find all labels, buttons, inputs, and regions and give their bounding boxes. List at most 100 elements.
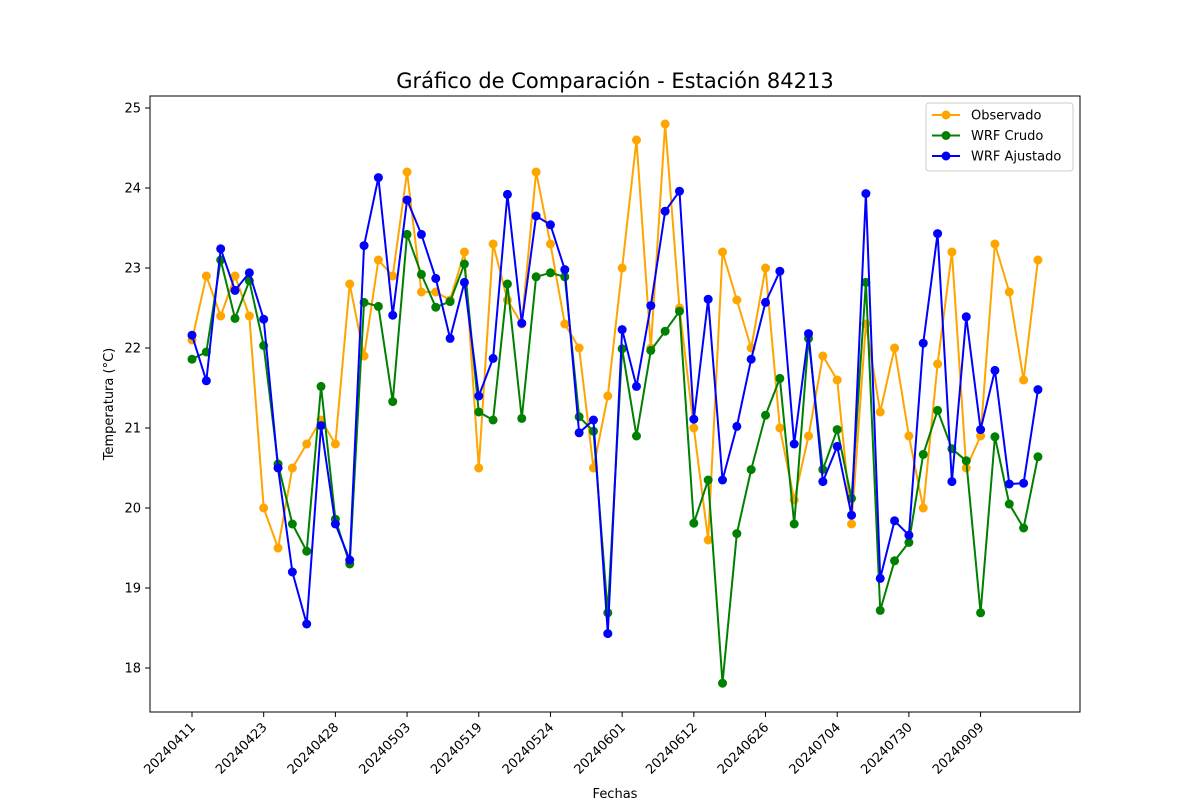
data-point-wrf-ajustado: [1033, 385, 1043, 395]
x-axis-label: Fechas: [593, 787, 638, 800]
data-point-wrf-ajustado: [431, 273, 441, 283]
data-point-wrf-ajustado: [775, 266, 785, 276]
legend-item: Observado: [932, 109, 1042, 124]
data-point-wrf-crudo: [789, 519, 799, 529]
data-point-wrf-ajustado: [373, 173, 383, 183]
data-point-wrf-ajustado: [445, 333, 455, 343]
data-point-wrf-ajustado: [832, 441, 842, 451]
x-axis: 20240411 20240423 20240428 20240503 20240519…: [141, 712, 987, 778]
data-point-wrf-ajustado: [703, 294, 713, 304]
data-point-wrf-crudo: [631, 431, 641, 441]
data-point-observado: [875, 407, 885, 417]
data-point-wrf-crudo: [718, 678, 728, 688]
data-point-observado: [388, 271, 398, 281]
data-point-wrf-crudo: [990, 432, 1000, 442]
data-point-wrf-ajustado: [345, 555, 355, 565]
data-point-wrf-ajustado: [259, 314, 269, 324]
data-point-wrf-crudo: [316, 381, 326, 391]
x-tick-label: 20240524: [500, 720, 557, 777]
y-axis: 18 19 20 21 22 23 24 25: [124, 102, 150, 677]
data-point-wrf-crudo: [474, 407, 484, 417]
y-tick-label: 23: [124, 262, 141, 277]
data-point-wrf-ajustado: [187, 330, 197, 340]
data-point-wrf-crudo: [961, 456, 971, 466]
data-point-wrf-ajustado: [459, 277, 469, 287]
data-point-observado: [574, 343, 584, 353]
data-point-wrf-ajustado: [631, 381, 641, 391]
data-point-observado: [660, 119, 670, 129]
data-point-wrf-ajustado: [603, 629, 613, 639]
data-point-wrf-crudo: [445, 297, 455, 307]
data-point-wrf-ajustado: [904, 530, 914, 540]
data-point-wrf-crudo: [517, 413, 527, 423]
legend: Observado WRF Crudo WRF Ajustado: [925, 102, 1074, 172]
data-point-observado: [918, 503, 928, 513]
data-point-wrf-ajustado: [230, 285, 240, 295]
data-point-observado: [273, 543, 283, 553]
data-point-wrf-crudo: [761, 410, 771, 420]
series-wrf-ajustado: [187, 173, 1043, 639]
data-point-observado: [761, 263, 771, 273]
legend-label: Observado: [971, 109, 1042, 124]
x-tick-label: 20240612: [643, 720, 700, 777]
data-point-wrf-ajustado: [488, 353, 498, 363]
data-point-wrf-ajustado: [875, 573, 885, 583]
data-point-wrf-crudo: [746, 465, 756, 475]
data-point-wrf-ajustado: [316, 421, 326, 431]
data-point-wrf-crudo: [1033, 452, 1043, 462]
data-point-wrf-crudo: [904, 537, 914, 547]
x-tick-label: 20240704: [787, 720, 844, 777]
data-point-wrf-ajustado: [302, 619, 312, 629]
data-point-observado: [259, 503, 269, 513]
y-tick-label: 22: [124, 342, 141, 357]
data-point-wrf-ajustado: [990, 365, 1000, 375]
data-point-wrf-ajustado: [976, 425, 986, 435]
data-point-wrf-crudo: [674, 306, 684, 316]
y-tick-label: 21: [124, 422, 141, 437]
data-point-wrf-ajustado: [646, 301, 656, 311]
data-point-wrf-ajustado: [818, 477, 828, 487]
data-point-observado: [373, 255, 383, 265]
data-point-wrf-crudo: [373, 301, 383, 311]
data-point-wrf-ajustado: [804, 329, 814, 339]
data-point-observado: [832, 375, 842, 385]
data-point-observado: [488, 239, 498, 249]
data-point-wrf-ajustado: [761, 297, 771, 307]
data-point-wrf-ajustado: [388, 310, 398, 320]
data-point-wrf-crudo: [502, 279, 512, 289]
data-point-observado: [474, 463, 484, 473]
y-tick-label: 25: [124, 102, 141, 117]
legend-item: WRF Ajustado: [932, 150, 1061, 165]
x-tick-label: 20240730: [858, 720, 915, 777]
data-point-observado: [545, 239, 555, 249]
data-point-wrf-ajustado: [402, 195, 412, 205]
data-point-wrf-ajustado: [574, 428, 584, 438]
data-point-observado: [847, 519, 857, 529]
data-point-wrf-ajustado: [359, 241, 369, 251]
legend-label: WRF Ajustado: [971, 150, 1061, 165]
data-point-wrf-crudo: [574, 412, 584, 422]
legend-box: [925, 102, 1074, 172]
data-point-observado: [732, 295, 742, 305]
data-point-wrf-ajustado: [244, 268, 254, 278]
data-point-wrf-crudo: [545, 268, 555, 278]
x-tick-label: 20240411: [141, 720, 198, 777]
data-point-observado: [1019, 375, 1029, 385]
series-layer: [187, 119, 1043, 688]
data-point-wrf-ajustado: [287, 567, 297, 577]
y-tick-label: 18: [124, 662, 141, 677]
data-point-wrf-ajustado: [746, 354, 756, 364]
data-point-wrf-ajustado: [474, 391, 484, 401]
data-point-observado: [244, 311, 254, 321]
data-point-observado: [818, 351, 828, 361]
data-point-observado: [230, 271, 240, 281]
data-point-observado: [904, 431, 914, 441]
data-point-observado: [330, 439, 340, 449]
data-point-wrf-ajustado: [201, 376, 211, 386]
data-point-wrf-crudo: [918, 449, 928, 459]
data-point-observado: [689, 423, 699, 433]
data-point-wrf-ajustado: [216, 244, 226, 254]
data-point-observado: [631, 135, 641, 145]
